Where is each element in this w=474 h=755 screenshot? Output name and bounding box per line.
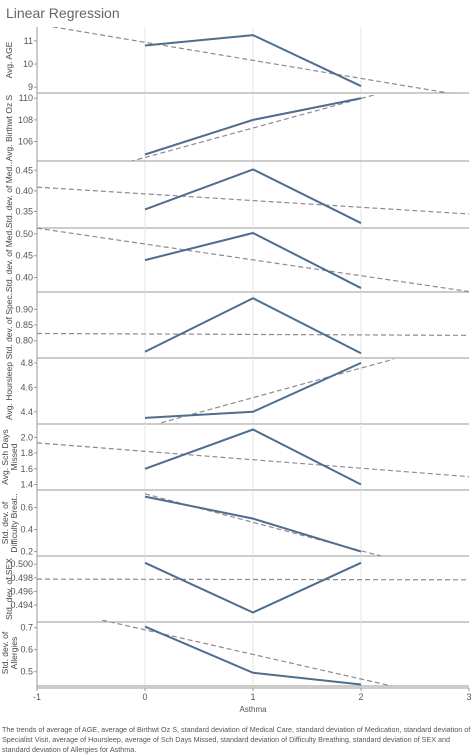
series-line xyxy=(144,495,362,553)
series-line xyxy=(144,168,362,224)
y-tick-label: 0.2 xyxy=(20,547,33,557)
y-tick-label: 10 xyxy=(23,59,33,69)
y-axis-label: Avg. Sch Days xyxy=(0,429,10,485)
trend-line xyxy=(37,227,469,292)
y-tick-label: 106 xyxy=(18,137,33,147)
y-tick-label: 108 xyxy=(18,115,33,125)
y-tick-label: 0.498 xyxy=(10,573,33,583)
trend-line xyxy=(37,186,469,215)
x-tick-label: -1 xyxy=(33,692,41,702)
y-tick-label: 0.494 xyxy=(10,600,33,610)
y-tick-label: 4.8 xyxy=(20,358,33,368)
series-line xyxy=(144,361,362,419)
series-line xyxy=(144,428,362,486)
y-axis-label: Allergies xyxy=(9,637,19,670)
trend-line xyxy=(37,332,469,336)
y-tick-label: 0.35 xyxy=(15,207,33,217)
chart-caption: The trends of average of AGE, average of… xyxy=(2,725,471,754)
y-tick-label: 0.85 xyxy=(15,320,33,330)
x-tick-label: 1 xyxy=(250,692,255,702)
series-line xyxy=(144,625,362,686)
y-axis-label: Missed xyxy=(9,443,19,470)
y-tick-label: 2.0 xyxy=(20,432,33,442)
y-tick-label: 0.45 xyxy=(15,165,33,175)
y-tick-label: 9 xyxy=(28,82,33,92)
y-tick-label: 0.80 xyxy=(15,336,33,346)
series-line xyxy=(144,297,362,355)
x-axis-label: Asthma xyxy=(239,705,267,714)
y-tick-label: 1.6 xyxy=(20,464,33,474)
y-tick-label: 110 xyxy=(19,93,33,103)
y-axis-label: Std. dev. of Med.. xyxy=(4,226,14,292)
y-axis-label: Avg. Birthwt Oz S xyxy=(4,94,14,161)
y-tick-label: 1.8 xyxy=(20,448,33,458)
y-tick-label: 0.496 xyxy=(10,586,33,596)
trend-line xyxy=(101,620,395,686)
y-axis-label: Avg. Hoursleep xyxy=(4,362,14,420)
y-axis-label: Std. dev. of SEX xyxy=(4,558,14,620)
y-axis-label: Avg. AGE xyxy=(4,41,14,78)
y-tick-label: 0.5 xyxy=(20,667,33,677)
y-axis-label: Std. dev. of xyxy=(0,631,10,674)
trend-line xyxy=(49,27,452,93)
y-axis-label: Std. dev. of Spec.. xyxy=(4,291,14,360)
x-tick-label: 3 xyxy=(466,692,471,702)
series-line xyxy=(144,97,362,156)
x-tick-label: 0 xyxy=(142,692,147,702)
x-tick-label: 2 xyxy=(358,692,363,702)
y-axis-label: Std. dev. of xyxy=(0,501,10,544)
y-tick-label: 4.6 xyxy=(20,382,33,392)
y-tick-label: 0.40 xyxy=(15,186,33,196)
y-tick-label: 1.4 xyxy=(20,480,33,490)
series-line xyxy=(144,561,362,614)
y-tick-label: 11 xyxy=(24,36,33,46)
y-tick-label: 0.6 xyxy=(20,645,33,655)
y-tick-label: 0.7 xyxy=(20,623,33,633)
y-tick-label: 0.4 xyxy=(20,525,33,535)
trend-line xyxy=(37,442,469,478)
chart-title: Linear Regression xyxy=(6,5,120,21)
y-tick-label: 0.500 xyxy=(10,559,33,569)
series-line xyxy=(144,34,362,87)
y-tick-label: 0.45 xyxy=(15,251,33,261)
y-tick-label: 0.6 xyxy=(20,503,33,513)
y-axis-label: Std. dev. of Med.. xyxy=(4,162,14,228)
y-tick-label: 0.40 xyxy=(15,273,33,283)
series-line xyxy=(144,231,362,289)
trend-line xyxy=(161,358,394,424)
y-tick-label: 0.50 xyxy=(15,229,33,239)
y-tick-label: 0.90 xyxy=(15,304,33,314)
trend-line xyxy=(37,578,469,581)
y-axis-label: Difficulty Breat.. xyxy=(9,493,19,552)
y-tick-label: 4.4 xyxy=(20,407,33,417)
